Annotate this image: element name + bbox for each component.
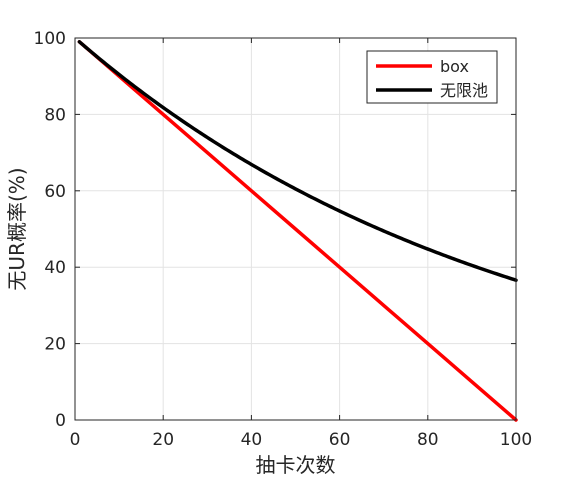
y-tick-label: 80 (44, 105, 66, 125)
legend-label-box: box (440, 57, 469, 76)
legend-box (366, 50, 498, 104)
series-layer (77, 40, 518, 422)
x-tick-label: 100 (500, 430, 532, 450)
legend-label-infinite-pool: 无限池 (440, 81, 488, 100)
legend: box 无限池 (366, 50, 498, 104)
plot-frame (74, 37, 517, 421)
y-axis-title: 无UR概率(%) (5, 167, 29, 290)
x-tick-label: 20 (152, 430, 174, 450)
tick-layer: 0 20 40 60 80 100 0 20 40 60 80 100 (34, 29, 533, 450)
x-tick-label: 80 (417, 430, 439, 450)
x-tick-label: 60 (329, 430, 351, 450)
y-tick-label: 0 (55, 411, 66, 431)
x-tick-label: 0 (70, 430, 81, 450)
y-tick-label: 100 (34, 29, 66, 49)
y-tick-label: 20 (44, 335, 66, 355)
x-axis-title: 抽卡次数 (256, 453, 336, 477)
y-tick-label: 40 (44, 258, 66, 278)
series-line-infinite-pool (77, 40, 518, 282)
y-tick-label: 60 (44, 182, 66, 202)
series-line-box (77, 40, 518, 422)
x-tick-label: 40 (241, 430, 263, 450)
